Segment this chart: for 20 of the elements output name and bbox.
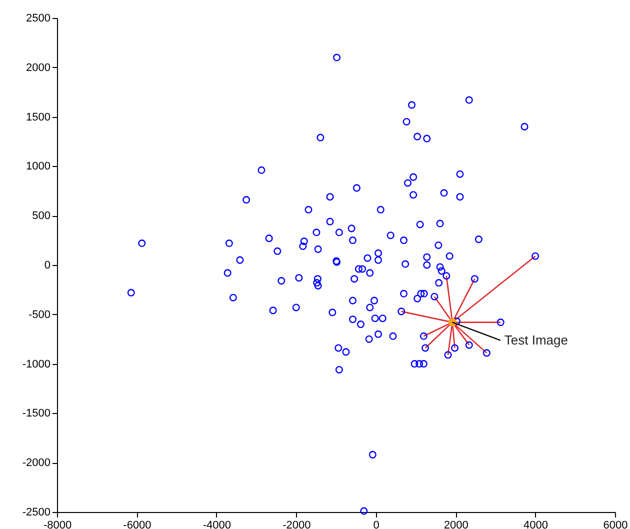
y-tick-label: -1500 (22, 408, 50, 420)
y-tick-label: 1500 (26, 111, 50, 124)
y-tick-label: -500 (28, 308, 50, 321)
y-tick-label: 0 (44, 260, 50, 272)
x-tick-label: -8000 (43, 520, 72, 529)
x-tick-label: -6000 (123, 520, 152, 529)
y-tick-label: -2000 (22, 457, 50, 470)
annotation: Test Image (504, 332, 568, 348)
y-tick-label: -2500 (22, 506, 50, 518)
y-tick-label: 500 (32, 210, 50, 222)
x-tick-label: -2000 (282, 520, 311, 529)
x-tick-label: -4000 (202, 520, 231, 529)
y-tick-label: 2500 (26, 12, 50, 24)
y-tick-label: -1000 (22, 358, 50, 370)
x-tick-label: 6000 (603, 520, 628, 529)
y-tick-label: 2000 (26, 62, 50, 74)
x-tick-label: 4000 (524, 520, 548, 529)
y-tick-label: 1000 (26, 160, 50, 173)
x-tick-label: 0 (373, 520, 380, 529)
x-tick-label: 2000 (444, 520, 468, 529)
